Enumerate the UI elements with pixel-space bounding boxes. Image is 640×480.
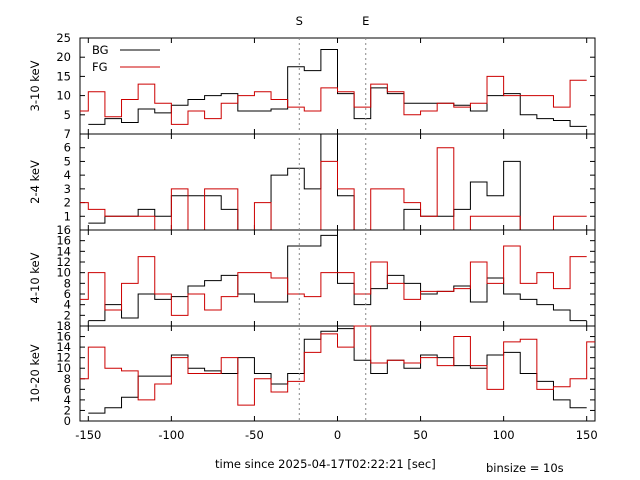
x-tick-label: 0 [334,428,341,442]
y-tick-label: 25 [56,31,71,45]
y-tick-label: 12 [56,255,71,269]
y-axis-label: 10-20 keV [28,344,42,402]
y-tick-label: 10 [56,361,71,375]
y-tick-label: 3 [64,182,71,196]
marker-label-s: S [296,14,303,28]
series-fg-step-line [80,325,595,406]
series-fg-step-line [80,147,587,231]
marker-label-e: E [362,14,369,28]
y-tick-label: 4 [64,393,71,407]
y-tick-label: 16 [56,234,71,248]
x-tick-label: -100 [158,428,184,442]
y-tick-label: 2 [64,308,71,322]
series-bg-step-line [88,49,587,127]
series-fg-step-line [80,75,587,125]
y-tick-label: 4 [64,168,71,182]
y-tick-label: 2 [64,196,71,210]
y-tick-label: 20 [56,50,71,64]
y-tick-label: 5 [64,154,71,168]
y-tick-label: 14 [56,340,71,354]
x-tick-label: 50 [413,428,428,442]
x-tick-label: -50 [245,428,264,442]
y-tick-label: 10 [56,266,71,280]
y-tick-label: 0 [64,414,71,428]
y-tick-label: 6 [64,141,71,155]
y-tick-label: 4 [64,298,71,312]
y-tick-label: 2 [64,403,71,417]
y-axis-label: 3-10 keV [28,60,42,111]
y-axis-label: 4-10 keV [28,252,42,303]
y-axis-label: 2-4 keV [28,160,42,204]
y-tick-label: 8 [64,276,71,290]
legend: BG FG [92,43,160,74]
legend-label-fg: FG [92,60,108,74]
x-tick-label: 100 [493,428,515,442]
series-bg-step-line [88,234,587,322]
y-tick-label: 16 [56,223,71,237]
series-fg-step-line [80,245,587,316]
y-tick-label: 6 [64,287,71,301]
y-tick-label: 7 [64,127,71,141]
x-tick-label: 150 [576,428,598,442]
y-tick-label: 16 [56,330,71,344]
y-tick-label: 15 [56,69,71,83]
x-axis-label: time since 2025-04-17T02:22:21 [sec] [215,457,436,471]
y-tick-label: 1 [64,209,71,223]
y-tick-label: 14 [56,244,71,258]
binsize-label: binsize = 10s [486,461,564,475]
panel-1: 7 5 10 15 20 25 3-10 keV [28,31,596,141]
y-tick-label: 5 [64,108,71,122]
legend-label-bg: BG [92,43,109,57]
y-tick-label: 12 [56,351,71,365]
y-tick-label: 10 [56,89,71,103]
y-tick-label: 6 [64,382,71,396]
x-tick-label: -150 [75,428,101,442]
y-tick-label: 8 [64,372,71,386]
y-tick-label: 18 [56,319,71,333]
